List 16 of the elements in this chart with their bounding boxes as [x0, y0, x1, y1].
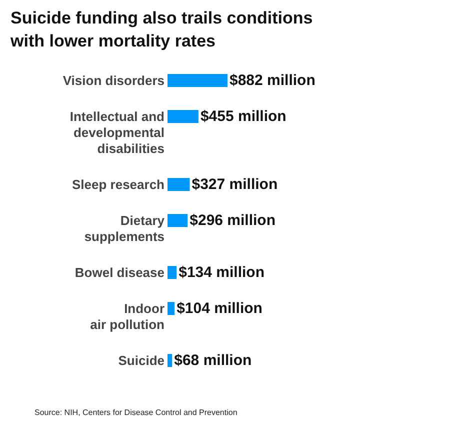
- data-label: $882 million: [230, 72, 316, 89]
- source-note: Source: NIH, Centers for Disease Control and Prevention: [34, 408, 238, 417]
- y-tick-label: Bowel disease: [74, 265, 165, 280]
- chart-title: Suicide funding also trails conditions with lower mortality rates: [10, 8, 313, 50]
- data-label: $296 million: [190, 212, 276, 229]
- y-tick-label: Indoor air pollution: [90, 301, 165, 332]
- data-label: $104 million: [176, 300, 262, 317]
- data-label: $68 million: [174, 352, 252, 369]
- y-tick-label: Intellectual and developmental disabilities: [70, 109, 165, 156]
- y-tick-label: Vision disorders: [62, 73, 165, 88]
- y-tick-label: Sleep research: [72, 177, 165, 192]
- y-tick-label: Dietary supplements: [84, 213, 166, 244]
- data-label: $327 million: [192, 176, 278, 193]
- data-label: $134 million: [178, 264, 264, 281]
- y-tick-label: Suicide: [118, 353, 165, 368]
- data-label: $455 million: [200, 108, 286, 125]
